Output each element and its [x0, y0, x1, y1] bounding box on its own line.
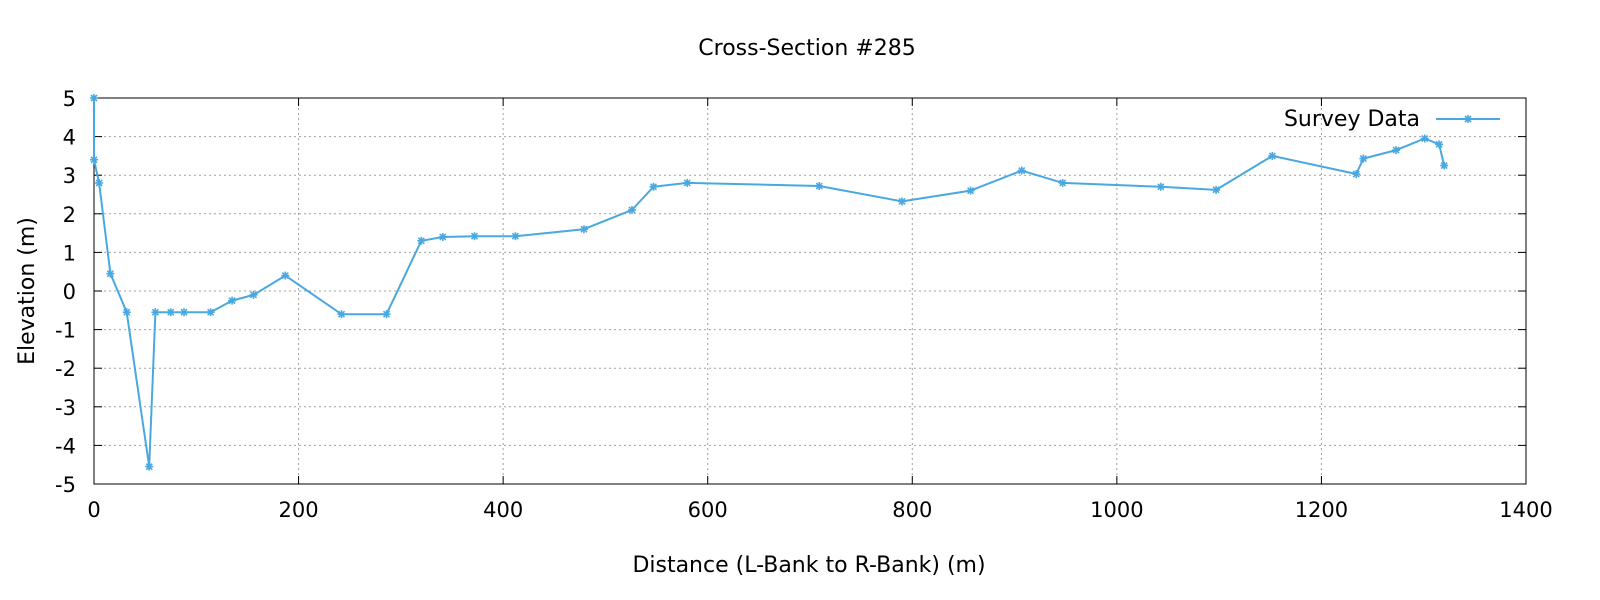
- data-point: [1420, 134, 1429, 143]
- data-point: [1058, 178, 1067, 187]
- y-tick-label: -3: [55, 396, 76, 420]
- x-tick-label: 400: [483, 498, 523, 522]
- data-point: [815, 182, 824, 191]
- x-axis-label: Distance (L-Bank to R-Bank) (m): [632, 553, 985, 578]
- data-point: [337, 310, 346, 319]
- data-point: [281, 271, 290, 280]
- x-tick-label: 0: [87, 498, 100, 522]
- y-tick-label: -2: [55, 357, 76, 381]
- data-point: [1352, 170, 1361, 179]
- data-point: [438, 232, 447, 241]
- series-survey-data: [90, 94, 1449, 471]
- x-tick-label: 1200: [1295, 498, 1348, 522]
- axis-ticks: 0 200 400 600 800 1000 1200 1400 -5 -4 -3 -2 -1 0 1 2 3 4…: [55, 87, 1553, 522]
- data-point: [1392, 146, 1401, 155]
- data-point: [579, 225, 588, 234]
- y-tick-label: -4: [55, 434, 76, 458]
- data-point: [228, 296, 237, 305]
- data-point: [649, 182, 658, 191]
- data-point: [90, 155, 98, 164]
- x-tick-label: 600: [688, 498, 728, 522]
- legend: Survey Data: [1284, 107, 1500, 132]
- legend-label-survey-data: Survey Data: [1284, 107, 1420, 132]
- legend-marker-survey-data: [1464, 115, 1472, 123]
- plot-frame: [93, 97, 1527, 485]
- y-tick-label: 5: [63, 87, 76, 111]
- data-point: [1268, 151, 1277, 160]
- chart-title: Cross-Section #285: [698, 36, 915, 61]
- data-point: [249, 290, 258, 299]
- data-point: [382, 310, 391, 319]
- x-tick-label: 200: [279, 498, 319, 522]
- data-point: [180, 308, 189, 317]
- data-point: [122, 308, 131, 317]
- data-point: [898, 197, 907, 206]
- data-point: [151, 308, 160, 317]
- series-line-survey-data: [93, 98, 1446, 468]
- data-point: [628, 205, 637, 214]
- data-point: [90, 94, 98, 102]
- data-point: [1359, 154, 1368, 163]
- data-point: [166, 308, 175, 317]
- data-point: [1212, 185, 1221, 194]
- data-point: [966, 186, 975, 195]
- data-point: [683, 178, 692, 187]
- data-point: [417, 236, 426, 245]
- data-point: [1440, 161, 1449, 170]
- data-point: [511, 232, 520, 241]
- data-point: [206, 308, 215, 317]
- legend-marker-point: [1464, 115, 1472, 123]
- data-point: [1017, 166, 1026, 175]
- x-tick-label: 1400: [1499, 498, 1552, 522]
- y-tick-label: 1: [63, 241, 76, 265]
- data-point: [106, 269, 115, 278]
- y-tick-label: 3: [63, 164, 76, 188]
- x-tick-label: 1000: [1090, 498, 1143, 522]
- y-tick-label: 0: [63, 280, 76, 304]
- y-tick-label: -5: [55, 473, 76, 497]
- data-point: [95, 178, 104, 187]
- x-tick-label: 800: [892, 498, 932, 522]
- data-point: [145, 462, 154, 471]
- grid-lines: [94, 98, 1526, 484]
- data-point: [1435, 140, 1444, 149]
- y-tick-label: 2: [63, 203, 76, 227]
- data-point: [470, 232, 479, 241]
- y-tick-label: 4: [63, 126, 76, 150]
- y-tick-label: -1: [55, 319, 76, 343]
- y-axis-label: Elevation (m): [15, 217, 40, 365]
- data-point: [1156, 182, 1165, 191]
